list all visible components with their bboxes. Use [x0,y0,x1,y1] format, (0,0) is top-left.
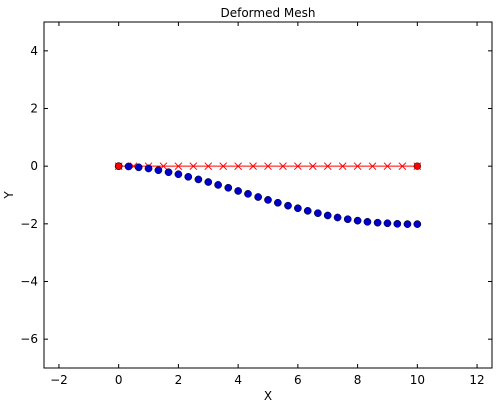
data-point [234,187,242,195]
data-point [174,170,183,179]
x-marker-point [249,162,257,171]
x-marker-point [353,162,362,171]
x-tick-label: 6 [294,373,302,387]
data-point [194,175,203,184]
x-marker-point [204,162,213,171]
x-tick-label: 10 [410,373,425,387]
x-marker-point [234,162,242,171]
data-point [204,178,213,186]
plot-area [43,21,493,369]
data-point [314,209,322,218]
data-point [383,219,392,228]
end-points [115,162,421,170]
data-point [134,163,143,172]
x-tick-label: 12 [469,373,484,387]
data-point [363,217,372,226]
data-point [254,193,262,201]
data-point [284,201,292,210]
y-tick-label: −6 [20,332,38,346]
x-marker-point [323,162,332,171]
x-marker-point [398,162,407,171]
data-point [164,168,173,177]
x-axis-label: X [264,389,272,403]
x-marker-point [294,162,302,171]
y-tick-label: 4 [30,44,38,58]
x-tick-label: −2 [50,373,68,387]
series-1 [114,162,422,228]
data-point [124,162,133,171]
data-point [413,220,422,228]
x-marker-point [279,162,287,171]
x-tick-label: 4 [234,373,242,387]
data-point [184,172,193,181]
data-point [264,196,272,204]
x-tick-label: 0 [115,373,123,387]
data-point [323,211,332,220]
y-axis-label: Y [2,191,16,200]
data-point [244,189,252,198]
data-point [393,219,402,228]
end-point [413,162,421,170]
x-marker-point [308,162,317,171]
data-point [294,204,302,213]
series-layer [114,162,422,228]
chart-title: Deformed Mesh [220,6,315,20]
y-tick-label: −4 [20,275,38,289]
data-point [214,181,222,189]
x-marker-point [368,162,377,171]
x-tick-label: 2 [175,373,183,387]
data-point [144,164,153,173]
data-point [274,198,282,207]
data-point [303,207,312,215]
x-marker-point [174,162,183,171]
axis-ticks: −2 0 2 4 6 8 10 12 −6 −4 −2 0 2 4 [20,22,492,387]
x-marker-point [383,162,392,171]
x-marker-point [189,162,198,171]
data-point [353,216,362,225]
data-point [224,183,233,192]
end-point [115,162,123,170]
data-point [373,218,382,227]
y-tick-label: 0 [30,159,38,173]
x-marker-point [338,162,347,171]
x-tick-label: 8 [354,373,362,387]
y-tick-label: −2 [20,217,38,231]
data-point [343,215,352,224]
x-marker-point [264,162,272,171]
data-point [333,213,342,222]
y-tick-label: 2 [30,102,38,116]
x-marker-point [219,162,228,171]
data-point [403,220,412,228]
data-point [154,166,163,175]
